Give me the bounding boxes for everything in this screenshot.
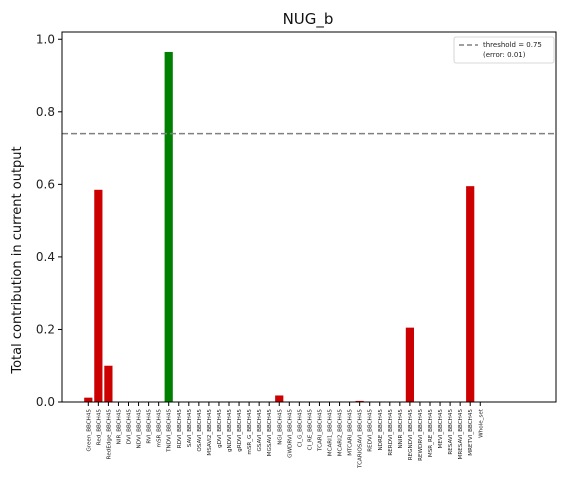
x-tick-label: GWDRVI_BBCH45: [287, 409, 293, 458]
legend-box: [453, 36, 555, 64]
x-tick-label: RVI_BBCH45: [147, 409, 153, 444]
y-tick-label: 1.0: [36, 32, 55, 46]
x-tick-label: TCARIOSAVI_BBCH45: [358, 409, 364, 469]
x-tick-label: MCARI1_BBCH45: [328, 409, 334, 457]
x-tick-label: CI_G_BBCH45: [297, 409, 303, 448]
x-tick-label: RERDVI_BBCH45: [388, 409, 394, 456]
x-tick-label: MSR_RE_BBCH45: [428, 409, 434, 458]
x-tick-label: NIR_BBCH45: [116, 409, 122, 445]
bar: [104, 365, 113, 402]
x-tick-label: gDVI_BBCH45: [217, 409, 223, 448]
x-tick-label: GSAVI_BBCH45: [257, 409, 263, 452]
bar: [466, 186, 475, 402]
x-tick-label: NDRE_BBCH45: [378, 409, 384, 451]
x-tick-label: REGNDVI_BBCH45: [408, 409, 414, 461]
chart-title: NUG_b: [283, 10, 334, 29]
x-tick-label: gRDVI_BBCH45: [237, 409, 243, 452]
x-tick-label: gNDVI_BBCH45: [227, 409, 233, 452]
x-tick-label: TCARI_BBCH45: [317, 409, 323, 452]
x-tick-label: OSAVI_BBCH45: [197, 409, 203, 452]
legend-threshold-label: threshold = 0.75: [483, 41, 542, 49]
x-tick-label: RedEdge_BBCH45: [106, 409, 112, 460]
x-tick-label: CI_RE_BBCH45: [307, 409, 313, 451]
x-tick-label: Whole_set: [478, 408, 484, 438]
x-tick-label: mSR_G_BBCH45: [247, 409, 253, 455]
x-tick-label: MRESAVI_BBCH45: [458, 409, 464, 460]
plot-area: 0.0 0.2 0.4 0.6 0.8 1.0 Green_BBCH45 Red_BBCH45…: [36, 31, 557, 469]
legend-error-label: (error: 0.01): [483, 51, 526, 59]
x-tick-label: REDVI_BBCH45: [368, 409, 374, 452]
bar: [405, 327, 414, 402]
plot-frame: [61, 31, 557, 403]
x-tick-label: NNIR_BBCH45: [398, 409, 404, 449]
x-tick-label: TNDVI_BBCH45: [167, 409, 173, 453]
y-tick-label: 0.2: [36, 322, 55, 336]
legend: threshold = 0.75 (error: 0.01): [453, 36, 555, 64]
x-tick-label: DVI_BBCH45: [127, 409, 133, 445]
x-tick-label: MGSAVI_BBCH45: [267, 409, 273, 457]
x-tick-label: MCARI2_BBCH45: [338, 409, 344, 457]
y-tick-label: 0.4: [36, 250, 55, 264]
x-tick-label: MTCARI_BBCH45: [348, 409, 354, 456]
y-axis-title: Total contribution in current output: [10, 146, 25, 374]
y-tick-label: 0.0: [36, 395, 55, 409]
y-tick-label: 0.8: [36, 105, 55, 119]
x-tick-label: Red_BBCH45: [96, 409, 102, 446]
x-tick-label: RDVI_BBCH45: [177, 409, 183, 449]
x-tick-label: Green_BBCH45: [86, 409, 92, 452]
bar: [275, 395, 284, 402]
bar: [164, 51, 173, 402]
x-tick-label: RESAVI_BBCH45: [448, 409, 454, 455]
x-tick-label: NGI_BBCH45: [277, 409, 283, 445]
x-tick-label: MEVI_BBCH45: [438, 409, 444, 449]
y-tick-label: 0.6: [36, 177, 55, 191]
x-tick-label: MSAVI2_BBCH45: [207, 409, 213, 456]
x-tick-label: NDVI_BBCH45: [137, 409, 143, 449]
x-tick-label: SAVI_BBCH45: [187, 409, 193, 448]
bar: [84, 397, 93, 402]
bar: [94, 189, 103, 402]
bar: [355, 400, 364, 402]
x-tick-label: MRETVI_BBCH45: [468, 409, 474, 456]
x-tick-label: mSR_BBCH45: [157, 409, 163, 448]
x-tick-label: REWDRVI_BBCH45: [418, 409, 424, 461]
